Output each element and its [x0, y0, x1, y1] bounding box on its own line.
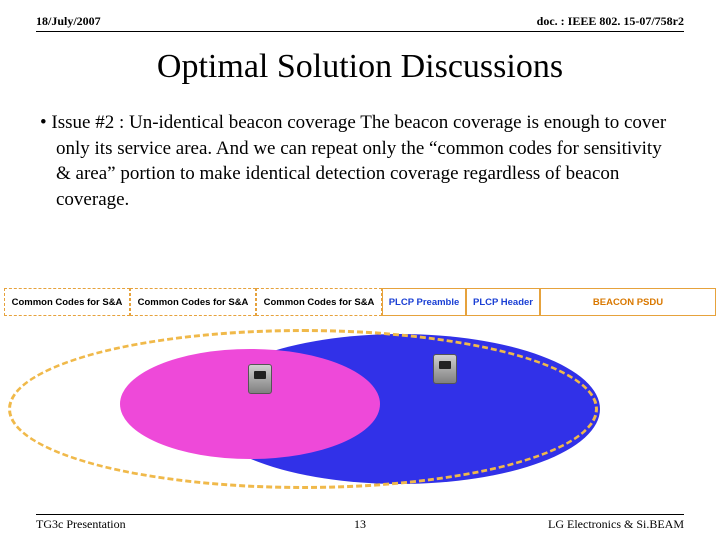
frame-cell-psdu: BEACON PSDU [540, 288, 716, 316]
frame-cell-common-3: Common Codes for S&A [256, 288, 382, 316]
header: 18/July/2007 doc. : IEEE 802. 15-07/758r… [36, 14, 684, 32]
bullet-issue2: • Issue #2 : Un-identical beacon coverag… [40, 110, 680, 213]
footer-page-number: 13 [36, 517, 684, 532]
body-text: • Issue #2 : Un-identical beacon coverag… [40, 110, 680, 213]
footer: TG3c Presentation 13 LG Electronics & Si… [36, 514, 684, 532]
device-icon-1 [245, 364, 275, 404]
header-doc: doc. : IEEE 802. 15-07/758r2 [537, 14, 684, 29]
frame-structure: Common Codes for S&A Common Codes for S&… [4, 288, 716, 316]
page-title: Optimal Solution Discussions [0, 48, 720, 86]
frame-cell-common-2: Common Codes for S&A [130, 288, 256, 316]
bullet-content: Issue #2 : Un-identical beacon coverage … [51, 112, 666, 210]
frame-cell-common-1: Common Codes for S&A [4, 288, 130, 316]
coverage-diagram [0, 324, 720, 494]
detection-coverage-ellipse [8, 329, 598, 489]
frame-cell-header: PLCP Header [466, 288, 540, 316]
frame-cell-preamble: PLCP Preamble [382, 288, 466, 316]
header-date: 18/July/2007 [36, 14, 101, 29]
device-icon-2 [430, 354, 460, 394]
bullet-dot: • [40, 112, 47, 133]
